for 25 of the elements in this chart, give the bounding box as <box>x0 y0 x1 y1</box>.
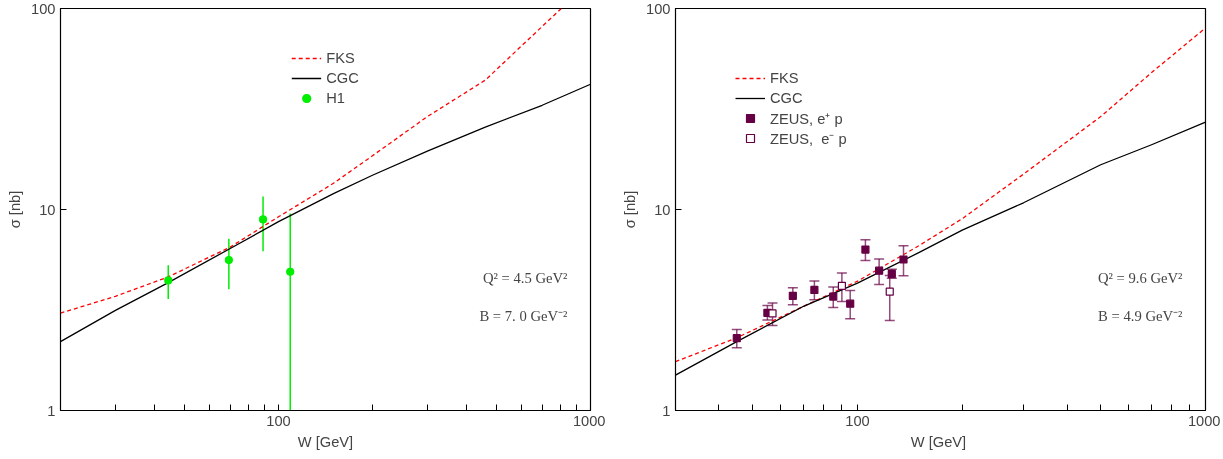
annotation: B = 4.9 GeV⁻² <box>1098 307 1184 324</box>
x-tick-label: 100 <box>266 412 291 429</box>
legend-label: ZEUS, e⁻ p <box>770 130 847 148</box>
legend-label: FKS <box>770 70 799 86</box>
x-axis-title: W [GeV] <box>297 433 354 450</box>
y-tick-label: 1 <box>662 402 671 419</box>
y-axis-title: σ [nb] <box>622 190 639 229</box>
y-tick-label: 1 <box>47 402 56 419</box>
annotation: Q² = 4.5 GeV² <box>482 269 569 286</box>
y-axis-title: σ [nb] <box>7 190 24 229</box>
x-tick-label: 1000 <box>572 412 606 429</box>
y-tick-label: 100 <box>646 0 671 17</box>
x-axis-title: W [GeV] <box>910 433 967 450</box>
x-tick-label: 100 <box>845 412 870 429</box>
y-tick-label: 100 <box>31 0 56 17</box>
annotation: B = 7. 0 GeV⁻² <box>479 307 569 324</box>
y-tick-label: 10 <box>39 201 56 218</box>
annotation: Q² = 9.6 GeV² <box>1097 269 1184 286</box>
legend-label: CGC <box>326 70 359 86</box>
legend-label: H1 <box>326 90 346 106</box>
legend-label: CGC <box>770 90 803 106</box>
legend-label: FKS <box>326 50 355 66</box>
y-tick-label: 10 <box>654 201 671 218</box>
legend-label: ZEUS, e⁺ p <box>770 110 843 128</box>
x-tick-label: 1000 <box>1187 412 1221 429</box>
